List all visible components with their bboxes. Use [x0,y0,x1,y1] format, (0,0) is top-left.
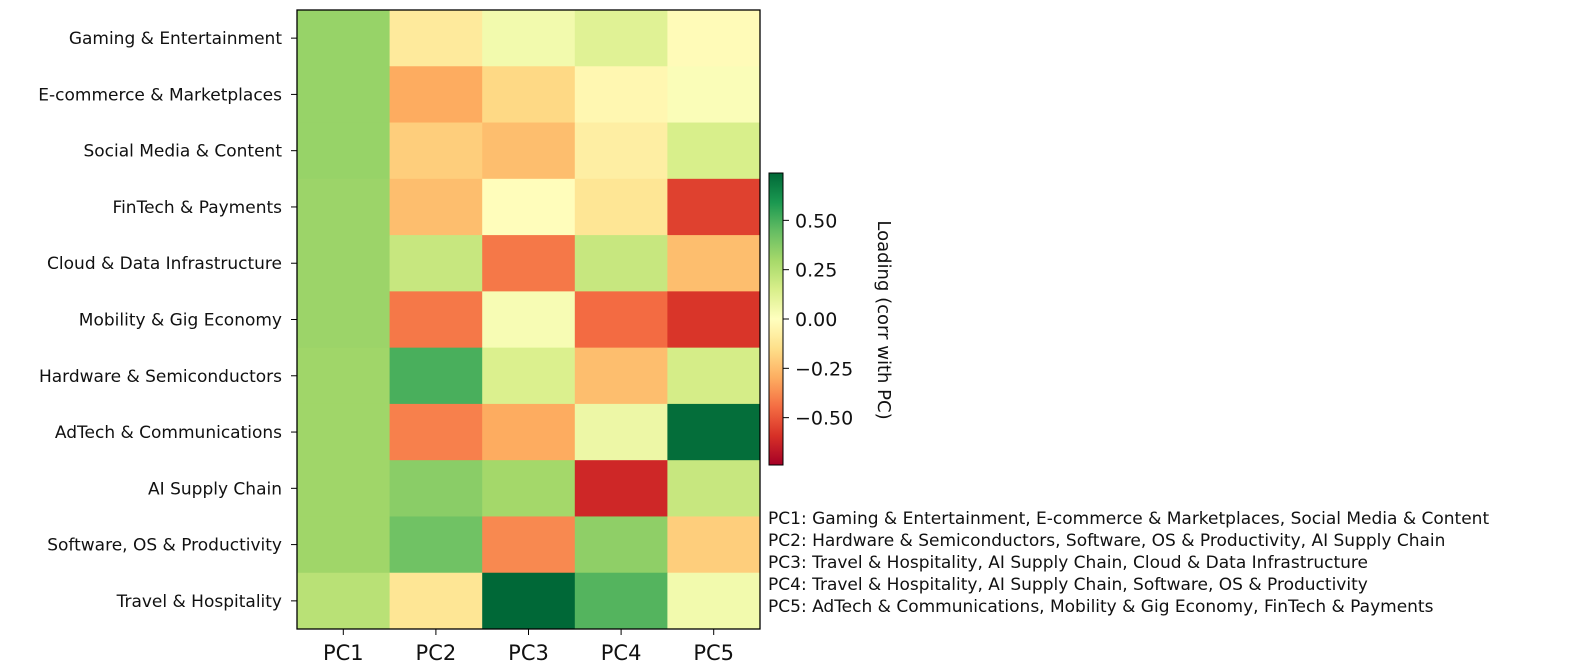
heatmap-cell [389,291,483,349]
heatmap-cell [482,122,576,180]
heatmap-cell [574,178,668,236]
colorbar-label: Loading (corr with PC) [873,220,894,419]
heatmap-cell [389,572,483,630]
heatmap-cell [389,347,483,405]
heatmap-cell [389,235,483,292]
heatmap-cell [667,122,761,180]
heatmap-cells [297,10,761,630]
heatmap-cell [389,403,483,461]
column-label: PC3 [508,641,549,665]
colorbar-tick-label: 0.00 [795,309,837,331]
heatmap-cell [482,235,576,292]
heatmap-cell [297,66,391,124]
colorbar-tick-label: 0.50 [795,210,837,232]
heatmap-cell [667,10,761,67]
heatmap-cell [297,516,391,574]
annotation-pc5: PC5: AdTech & Communications, Mobility &… [768,597,1434,617]
column-label: PC5 [693,641,734,665]
heatmap-cell [389,516,483,574]
heatmap-cell [574,66,668,124]
row-label: AdTech & Communications [55,423,282,443]
heatmap-cell [297,572,391,630]
row-label: FinTech & Payments [113,198,283,218]
heatmap-cell [574,460,668,517]
heatmap-cell [482,10,576,67]
heatmap-cell [482,178,576,236]
column-label: PC1 [323,641,364,665]
colorbar-tick-label: −0.25 [795,358,853,380]
heatmap-cell [482,347,576,405]
heatmap-cell [389,66,483,124]
heatmap-cell [574,347,668,405]
heatmap-cell [667,347,761,405]
heatmap-cell [297,403,391,461]
row-label: Social Media & Content [83,142,282,162]
colorbar [768,172,784,466]
heatmap-cell [667,460,761,517]
heatmap-cell [389,122,483,180]
annotation-pc1: PC1: Gaming & Entertainment, E-commerce … [768,509,1490,529]
heatmap-cell [667,235,761,292]
row-label: Gaming & Entertainment [69,29,283,49]
row-label: E-commerce & Marketplaces [38,85,282,105]
row-label: Hardware & Semiconductors [39,367,282,387]
heatmap-cell [482,403,576,461]
heatmap-cell [297,178,391,236]
row-label: Software, OS & Productivity [47,536,282,556]
annotation-pc2: PC2: Hardware & Semiconductors, Software… [768,531,1446,551]
row-label: AI Supply Chain [148,479,282,499]
heatmap-cell [574,516,668,574]
heatmap-cell [482,66,576,124]
heatmap-cell [482,516,576,574]
annotation-pc3: PC3: Travel & Hospitality, AI Supply Cha… [768,553,1368,573]
heatmap-cell [667,291,761,349]
heatmap-cell [297,235,391,292]
colorbar-tick-label: 0.25 [795,260,837,282]
colorbar-tick-label: −0.50 [795,408,853,430]
heatmap-cell [297,460,391,517]
heatmap-cell [667,572,761,630]
annotation-pc4: PC4: Travel & Hospitality, AI Supply Cha… [768,575,1368,595]
row-labels: Gaming & Entertainment E-commerce & Marke… [38,29,297,612]
heatmap-cell [667,66,761,124]
heatmap-cell [574,403,668,461]
heatmap-cell [574,122,668,180]
heatmap-cell [297,291,391,349]
heatmap-cell [389,10,483,67]
heatmap-cell [574,235,668,292]
heatmap-cell [482,291,576,349]
heatmap-cell [482,572,576,630]
heatmap-cell [574,572,668,630]
heatmap-cell [297,122,391,180]
heatmap-cell [482,460,576,517]
heatmap-cell [297,347,391,405]
column-label: PC4 [601,641,642,665]
colorbar-ticks: 0.50 0.25 0.00 −0.25 −0.50 [783,210,853,430]
heatmap-cell [667,403,761,461]
heatmap-cell [667,178,761,236]
column-label: PC2 [416,641,457,665]
heatmap-cell [667,516,761,574]
column-labels: PC1 PC2 PC3 PC4 PC5 [323,629,734,665]
row-label: Mobility & Gig Economy [79,311,282,331]
row-label: Travel & Hospitality [116,592,282,612]
heatmap-cell [389,178,483,236]
heatmap-cell [574,291,668,349]
heatmap-cell [297,10,391,67]
heatmap-cell [389,460,483,517]
heatmap-cell [574,10,668,67]
row-label: Cloud & Data Infrastructure [47,254,282,274]
